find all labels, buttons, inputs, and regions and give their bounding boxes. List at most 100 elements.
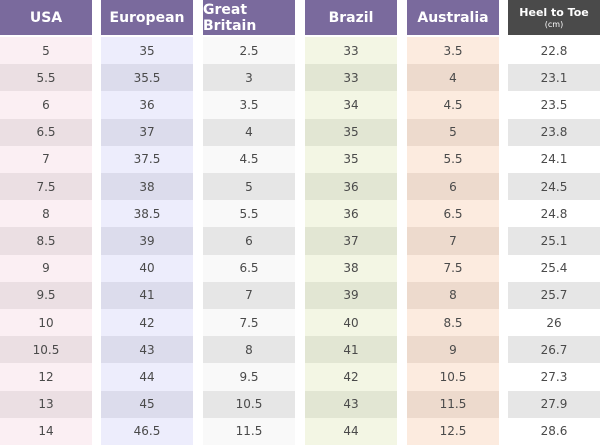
cell: 9.5 (203, 363, 295, 391)
cell: 45 (101, 390, 193, 418)
cell: 8 (0, 200, 92, 228)
column-header: Australia (407, 0, 499, 35)
column-header: USA (0, 0, 92, 35)
cell: 8 (203, 336, 295, 364)
cell: 10 (0, 309, 92, 337)
cell: 9 (0, 254, 92, 282)
cell: 4 (203, 118, 295, 146)
column-header: Heel to Toe (cm) (508, 0, 600, 35)
cell: 23.1 (508, 64, 600, 92)
cell: 44 (101, 363, 193, 391)
cell: 5.5 (0, 64, 92, 92)
cell: 25.4 (508, 254, 600, 282)
cell: 36 (101, 91, 193, 119)
cell: 12 (0, 363, 92, 391)
cell: 7 (203, 281, 295, 309)
cell: 3 (203, 64, 295, 92)
cell: 44 (305, 417, 397, 445)
cell: 9.5 (0, 281, 92, 309)
header-text: Brazil (328, 9, 374, 26)
cell: 11.5 (407, 390, 499, 418)
cell: 36 (305, 200, 397, 228)
cell: 35 (305, 145, 397, 173)
cell: 5 (0, 37, 92, 65)
cell: 26 (508, 309, 600, 337)
cell: 6 (407, 173, 499, 201)
cell: 37 (305, 227, 397, 255)
cell: 7.5 (203, 309, 295, 337)
cell: 39 (101, 227, 193, 255)
cell: 7 (407, 227, 499, 255)
column-header: Brazil (305, 0, 397, 35)
cell: 3.5 (407, 37, 499, 65)
cell: 8.5 (407, 309, 499, 337)
cell: 34 (305, 91, 397, 119)
cell: 5 (203, 173, 295, 201)
cell: 25.7 (508, 281, 600, 309)
cell: 11.5 (203, 417, 295, 445)
cell: 6.5 (0, 118, 92, 146)
cell: 3.5 (203, 91, 295, 119)
cell: 6.5 (407, 200, 499, 228)
cell: 40 (101, 254, 193, 282)
cell: 38.5 (101, 200, 193, 228)
cell: 6.5 (203, 254, 295, 282)
cell: 38 (101, 173, 193, 201)
cell: 4.5 (407, 91, 499, 119)
cell: 38 (305, 254, 397, 282)
cell: 8 (407, 281, 499, 309)
cell: 24.1 (508, 145, 600, 173)
cell: 4.5 (203, 145, 295, 173)
cell: 7.5 (0, 173, 92, 201)
cell: 23.5 (508, 91, 600, 119)
cell: 41 (101, 281, 193, 309)
cell: 10.5 (0, 336, 92, 364)
cell: 22.8 (508, 37, 600, 65)
cell: 4 (407, 64, 499, 92)
cell: 26.7 (508, 336, 600, 364)
cell: 35.5 (101, 64, 193, 92)
cell: 28.6 (508, 417, 600, 445)
cell: 24.5 (508, 173, 600, 201)
cell: 27.9 (508, 390, 600, 418)
header-text: European (109, 9, 185, 26)
header-text: Australia (417, 9, 489, 26)
cell: 23.8 (508, 118, 600, 146)
cell: 6 (203, 227, 295, 255)
cell: 8.5 (0, 227, 92, 255)
cell: 25.1 (508, 227, 600, 255)
cell: 41 (305, 336, 397, 364)
cell: 7 (0, 145, 92, 173)
header-text: USA (29, 9, 63, 26)
header-note: (cm) (544, 20, 564, 29)
cell: 9 (407, 336, 499, 364)
cell: 43 (305, 390, 397, 418)
cell: 6 (0, 91, 92, 119)
cell: 24.8 (508, 200, 600, 228)
cell: 12.5 (407, 417, 499, 445)
cell: 46.5 (101, 417, 193, 445)
cell: 36 (305, 173, 397, 201)
cell: 10.5 (407, 363, 499, 391)
cell: 37.5 (101, 145, 193, 173)
cell: 7.5 (407, 254, 499, 282)
cell: 14 (0, 417, 92, 445)
cell: 35 (101, 37, 193, 65)
cell: 35 (305, 118, 397, 146)
column-header: Great Britain (203, 0, 295, 35)
cell: 40 (305, 309, 397, 337)
cell: 43 (101, 336, 193, 364)
cell: 2.5 (203, 37, 295, 65)
cell: 42 (305, 363, 397, 391)
cell: 5.5 (203, 200, 295, 228)
column-header: European (101, 0, 193, 35)
cell: 33 (305, 64, 397, 92)
cell: 5.5 (407, 145, 499, 173)
header-text: Heel to Toe (519, 6, 589, 19)
cell: 42 (101, 309, 193, 337)
cell: 10.5 (203, 390, 295, 418)
cell: 5 (407, 118, 499, 146)
cell: 27.3 (508, 363, 600, 391)
cell: 39 (305, 281, 397, 309)
